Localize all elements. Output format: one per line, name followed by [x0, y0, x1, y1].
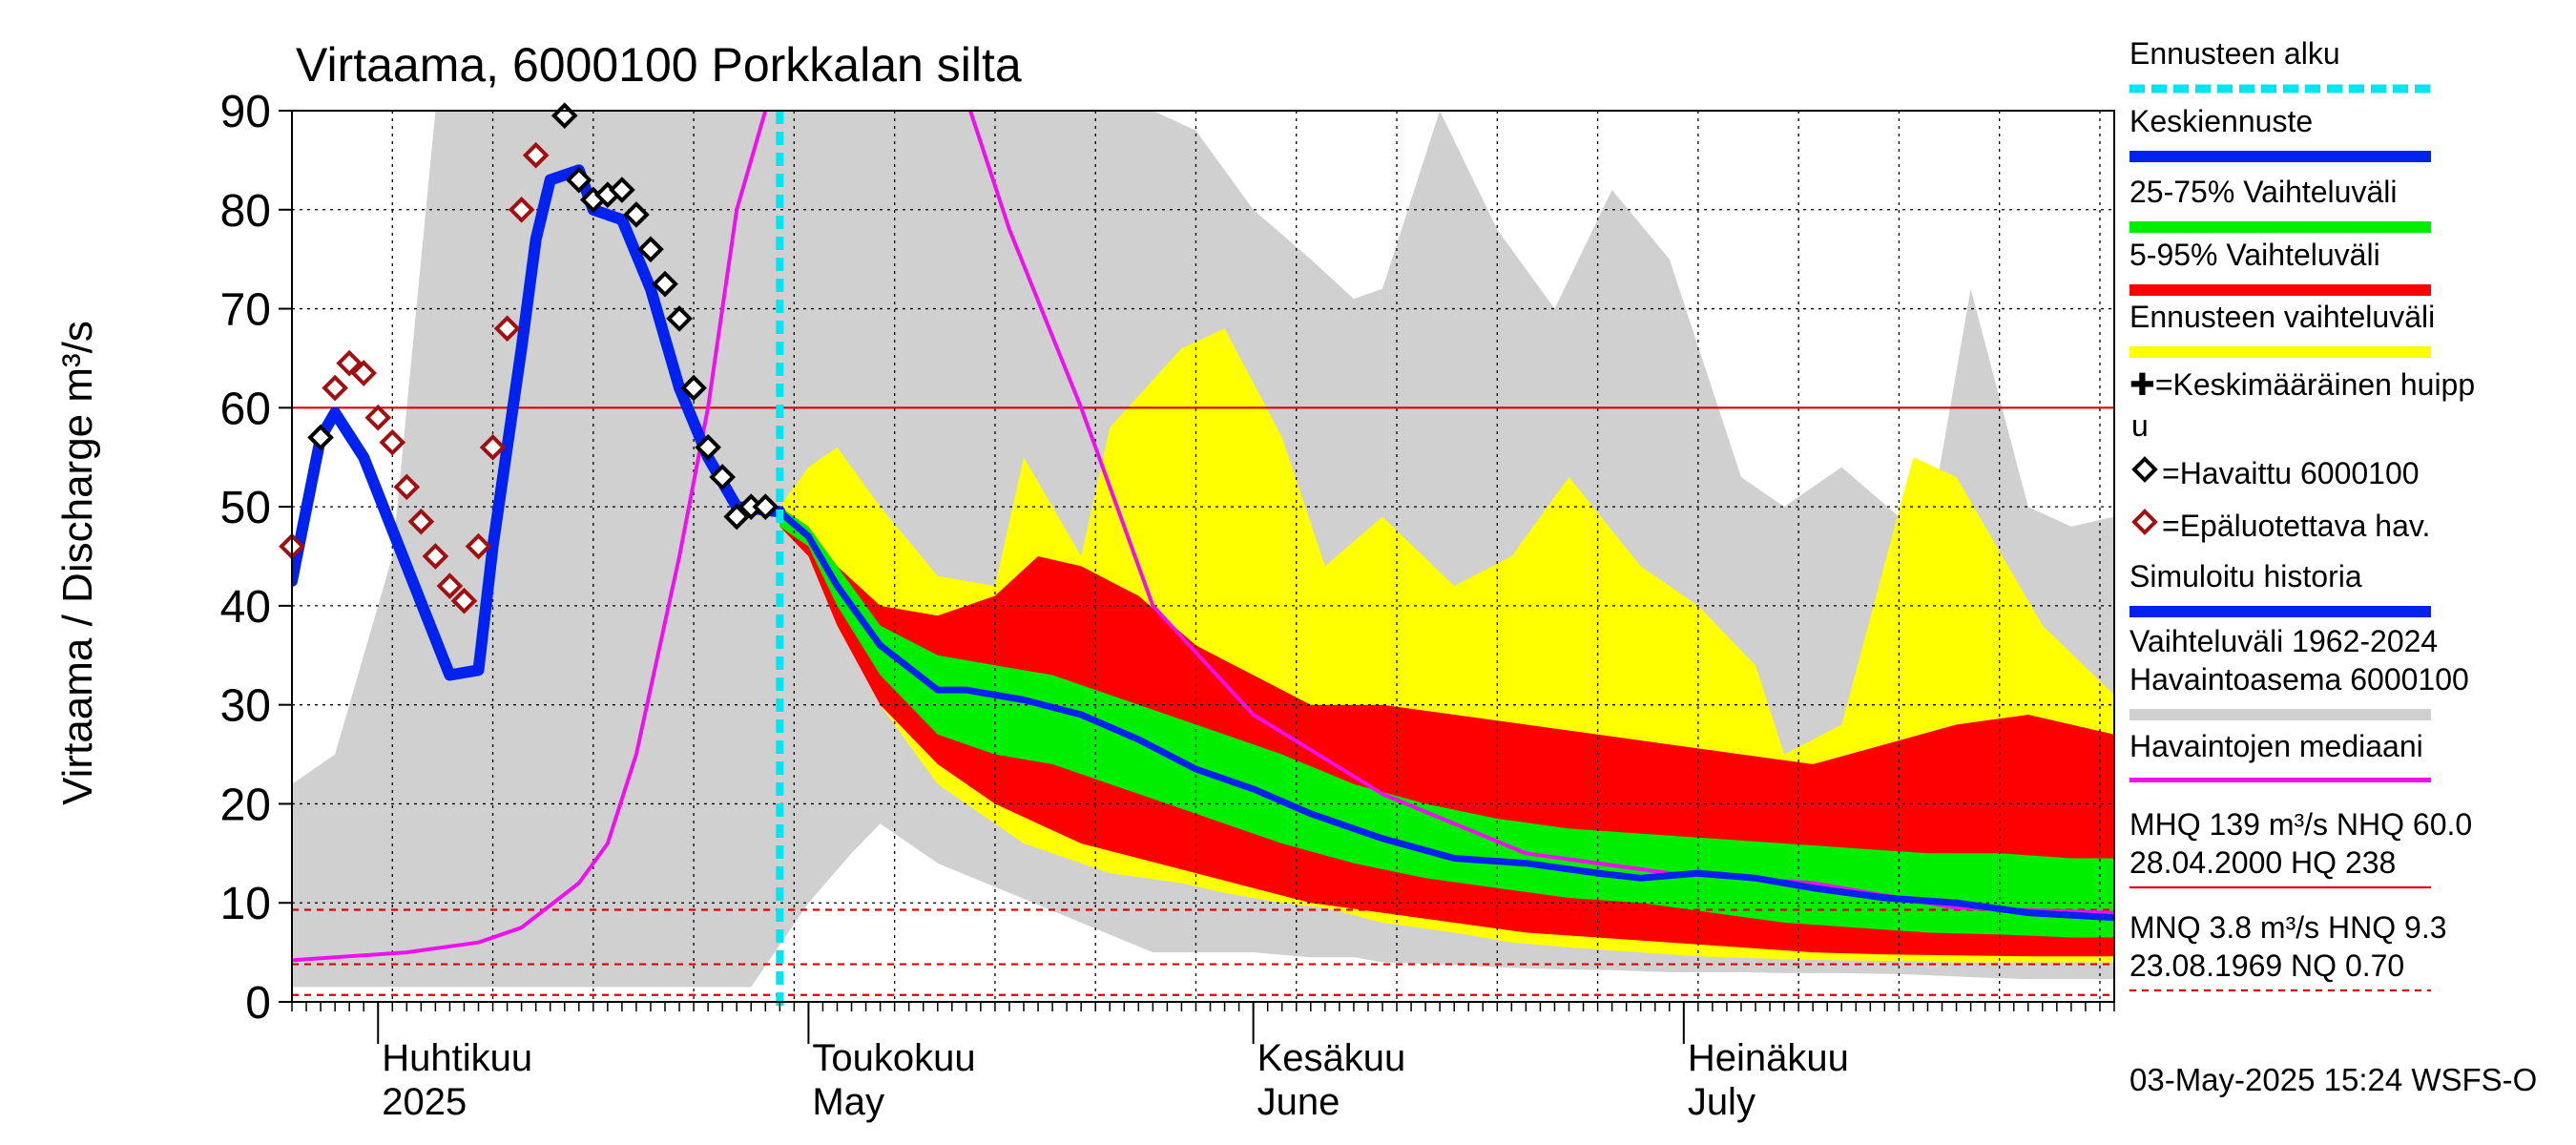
legend-label: 5-95% Vaihteluväli: [2129, 238, 2380, 272]
observed-marker: [709, 464, 737, 490]
observed-marker: [652, 270, 678, 298]
legend-swatch: [2129, 151, 2431, 162]
legend-label: 25-75% Vaihteluväli: [2129, 175, 2397, 209]
y-tick-label: 20: [220, 780, 271, 830]
stats-line: MNQ 3.8 m³/s HNQ 9.3: [2129, 910, 2447, 945]
legend-label: Vaihteluväli 1962-2024: [2129, 624, 2438, 658]
median-obs-line: [292, 111, 2114, 963]
unreliable-obs-marker: [407, 508, 435, 535]
observed-marker: [666, 305, 693, 332]
observed-marker: [752, 493, 779, 520]
legend-swatch: [2129, 709, 2431, 720]
legend-swatch: [2129, 778, 2431, 782]
unreliable-obs-marker: [465, 532, 492, 560]
legend-label: Simuloitu historia: [2129, 559, 2362, 593]
y-axis: 0 10 20 30 40 50 60 70 80 90: [220, 87, 292, 1029]
unreliable-obs-marker: [450, 587, 478, 614]
observed-marker: [637, 236, 664, 263]
y-axis-label: Virtaama / Discharge m³/s: [54, 321, 101, 805]
observed-marker: [609, 177, 635, 203]
y-tick-label: 90: [220, 87, 271, 137]
reference-lines: [292, 406, 2114, 996]
legend-label: =Epäluotettava hav.: [2162, 509, 2430, 543]
x-month-label-en: July: [1688, 1081, 1755, 1123]
unreliable-obs-marker: [322, 374, 348, 402]
unreliable-obs-marker: [522, 141, 550, 169]
stats-line: 23.08.1969 NQ 0.70: [2129, 948, 2404, 983]
legend-swatch: [2129, 606, 2431, 617]
unreliable-obs-marker: [436, 572, 464, 599]
x-month-label-en: 2025: [382, 1081, 467, 1123]
x-month-label-fi: Kesäkuu: [1257, 1037, 1406, 1079]
x-month-label-en: May: [812, 1081, 884, 1123]
y-tick-label: 70: [220, 285, 271, 336]
observed-marker: [307, 424, 334, 451]
unreliable-obs-marker: [479, 434, 507, 461]
x-month-label-fi: Huhtikuu: [382, 1037, 532, 1079]
legend-swatch: [2129, 221, 2431, 233]
range-bands: [292, 111, 2114, 988]
unreliable-obs-marker: [508, 196, 535, 223]
unreliable-obs-marker: [336, 349, 363, 377]
legend-swatch: [2131, 456, 2158, 483]
p25-75-band: [779, 507, 2114, 938]
legend-label: =Havaittu 6000100: [2162, 456, 2420, 490]
simulated-history-line: [292, 164, 786, 681]
legend-label: ✚=Keskimääräinen huipp: [2129, 367, 2475, 402]
y-tick-label: 10: [220, 879, 271, 929]
observed-marker: [623, 201, 650, 228]
chart-title: Virtaama, 6000100 Porkkalan silta: [296, 38, 1022, 92]
x-month-label-en: June: [1257, 1081, 1340, 1123]
y-tick-label: 60: [220, 384, 271, 434]
x-month-label-fi: Toukokuu: [812, 1037, 975, 1079]
unreliable-obs-marker: [422, 543, 449, 570]
observed-marker: [565, 166, 592, 194]
stats-line: 28.04.2000 HQ 238: [2129, 845, 2396, 880]
unreliable-obs-marker: [364, 404, 392, 431]
stats-line: MHQ 139 m³/s NHQ 60.0: [2129, 807, 2472, 842]
legend-label: Ennusteen vaihteluväli: [2129, 300, 2435, 334]
legend-swatch: [2131, 509, 2158, 535]
legend-swatch: [2129, 346, 2431, 358]
plot-frame: [291, 110, 2115, 1003]
legend-label: Havaintojen mediaani: [2129, 729, 2423, 763]
legend-label: u: [2131, 408, 2149, 443]
observed-marker: [723, 503, 751, 531]
x-month-label-fi: Heinäkuu: [1688, 1037, 1849, 1079]
legend-label: Ennusteen alku: [2129, 36, 2340, 71]
observed-marker: [680, 374, 707, 402]
footer-timestamp: 03-May-2025 15:24 WSFS-O: [2129, 1062, 2537, 1097]
legend: Ennusteen alku Keskiennuste 25-75% Vaihtel…: [2129, 36, 2475, 992]
y-tick-label: 50: [220, 483, 271, 533]
legend-label: Keskiennuste: [2129, 104, 2313, 138]
mean-forecast-line: [776, 508, 2114, 922]
unreliable-obs-marker: [493, 315, 521, 343]
legend-label: Havaintoasema 6000100: [2129, 662, 2469, 697]
unreliable-obs-marker: [350, 360, 378, 386]
unreliable-obs-marker: [379, 428, 406, 456]
y-tick-label: 0: [245, 978, 271, 1029]
y-tick-label: 30: [220, 681, 271, 732]
series-lines: [292, 111, 2114, 963]
observed-marker: [695, 434, 721, 461]
y-tick-label: 80: [220, 186, 271, 237]
legend-swatch: [2129, 284, 2431, 296]
y-tick-label: 40: [220, 582, 271, 633]
unreliable-obs-marker: [393, 473, 421, 501]
